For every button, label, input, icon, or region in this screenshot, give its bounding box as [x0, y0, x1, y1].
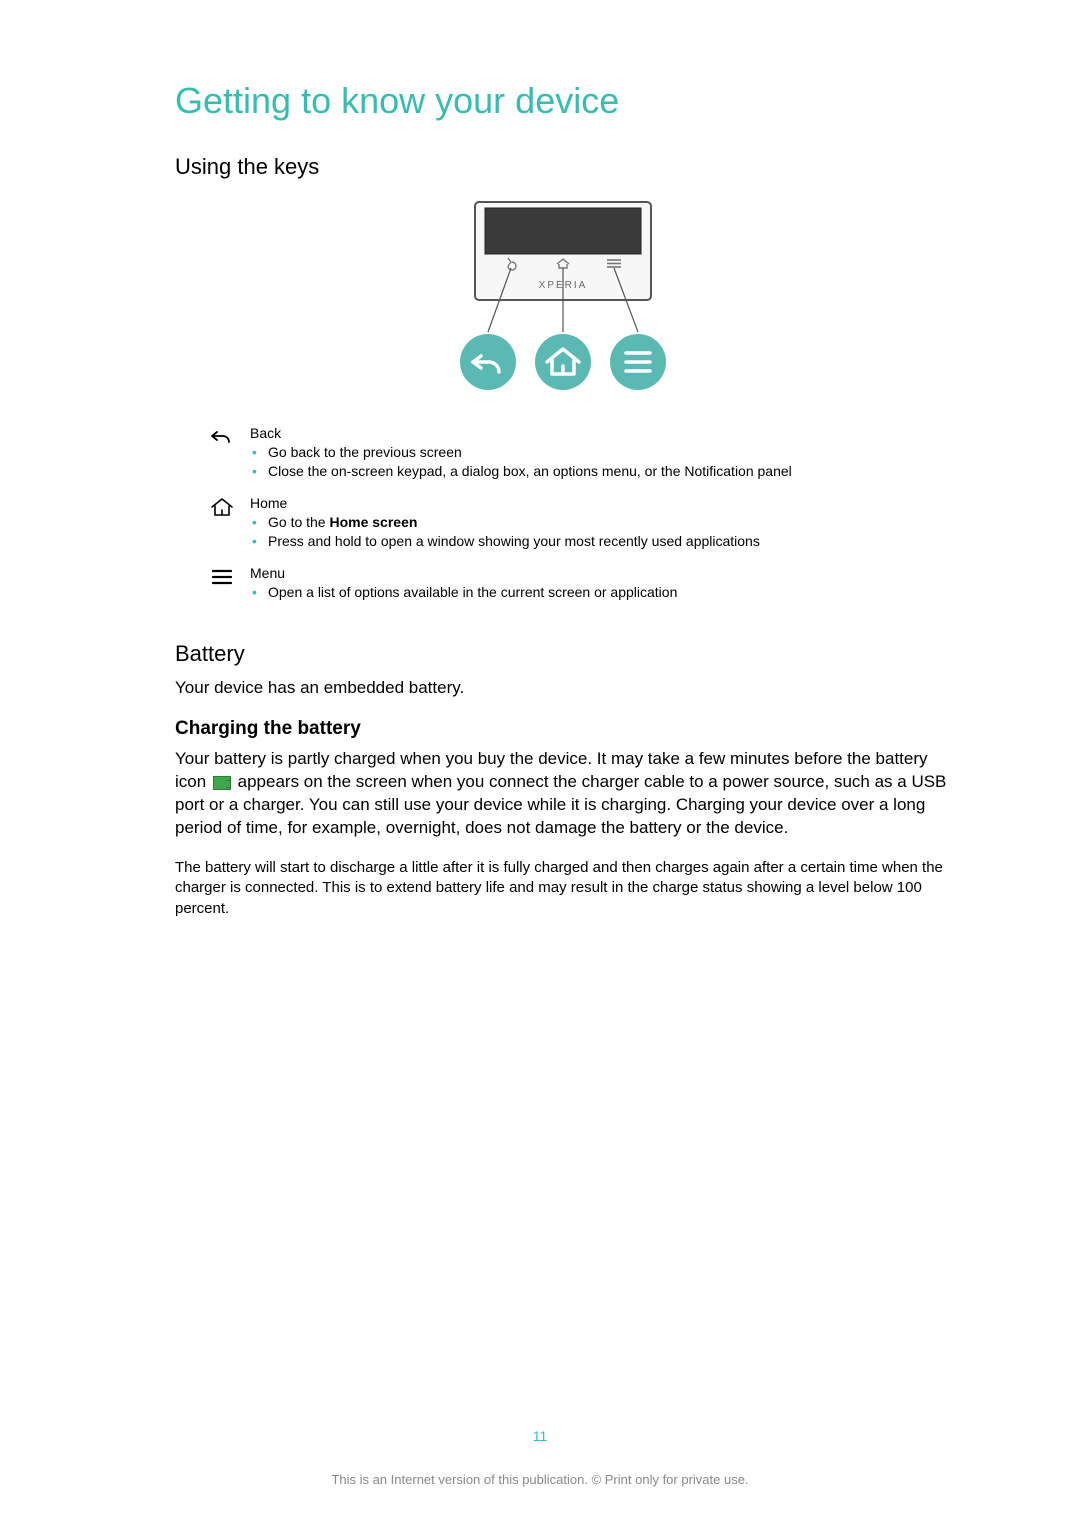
home-title: Home [250, 495, 950, 511]
page-title: Getting to know your device [175, 80, 950, 122]
menu-title: Menu [250, 565, 950, 581]
using-keys-heading: Using the keys [175, 154, 950, 180]
charging-heading: Charging the battery [175, 718, 950, 740]
key-row-menu: Menu Open a list of options available in… [210, 565, 950, 602]
key-definitions: Back Go back to the previous screen Clos… [210, 425, 950, 601]
key-row-home: Home Go to the Home screen Press and hol… [210, 495, 950, 551]
page-number: 11 [0, 1428, 1080, 1444]
page-footer: 11 This is an Internet version of this p… [0, 1428, 1080, 1487]
back-bullet-2: Close the on-screen keypad, a dialog box… [250, 462, 950, 481]
page-content: Getting to know your device Using the ke… [0, 0, 1080, 919]
home-bullet-1: Go to the Home screen [250, 513, 950, 532]
menu-bullet-1: Open a list of options available in the … [250, 583, 950, 602]
battery-heading: Battery [175, 641, 950, 667]
charging-note: The battery will start to discharge a li… [175, 858, 950, 919]
back-icon [210, 427, 234, 447]
home-bullet-2: Press and hold to open a window showing … [250, 532, 950, 551]
back-title: Back [250, 425, 950, 441]
phone-keys-illustration: XPERIA [453, 200, 673, 396]
back-bullet-1: Go back to the previous screen [250, 443, 950, 462]
menu-icon [210, 567, 234, 587]
footer-copyright: This is an Internet version of this publ… [0, 1472, 1080, 1487]
charging-paragraph: Your battery is partly charged when you … [175, 748, 950, 840]
home-icon [210, 497, 234, 517]
key-row-back: Back Go back to the previous screen Clos… [210, 425, 950, 481]
battery-charging-icon [213, 776, 231, 790]
battery-intro: Your device has an embedded battery. [175, 677, 950, 700]
device-diagram: XPERIA [175, 200, 950, 401]
